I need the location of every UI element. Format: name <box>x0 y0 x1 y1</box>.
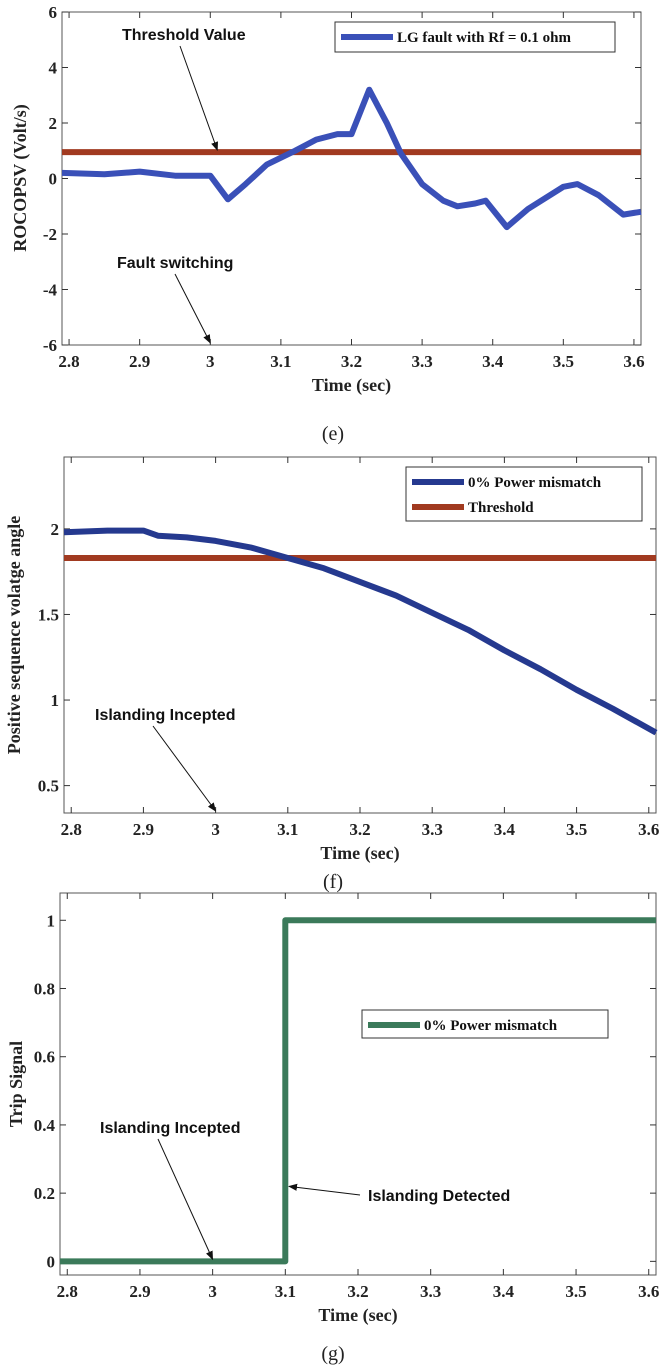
y-tick-label: 0 <box>49 170 58 189</box>
x-axis-label: Time (sec) <box>320 843 399 864</box>
x-tick-label: 3 <box>211 820 220 839</box>
x-tick-label: 3.1 <box>275 1282 296 1301</box>
chart-e: 2.8 2.9 3 3.1 3.2 3.3 3.4 3.5 3.6 -6 -4 -2 0 2 4 6 Time … <box>10 3 645 445</box>
plot-area <box>61 11 642 346</box>
y-tick-label: 0.2 <box>34 1184 55 1203</box>
annotation-text: Fault switching <box>117 255 233 272</box>
y-axis-label: Positive sequence volatge angle <box>4 516 24 754</box>
x-tick-label: 3.1 <box>270 352 291 371</box>
x-tick-label: 2.8 <box>57 1282 78 1301</box>
x-tick-label: 3.6 <box>638 820 659 839</box>
y-tick-label: 0.5 <box>38 777 59 796</box>
legend-label: LG fault with Rf = 0.1 ohm <box>397 30 571 46</box>
legend: 0% Power mismatch <box>361 1009 609 1039</box>
series-line-lg-fault-with-rf-0-1-ohm <box>61 86 642 231</box>
series-line-0-power-mismatch <box>63 527 658 736</box>
y-tick-label: 0.4 <box>34 1116 56 1135</box>
subplot-caption: (e) <box>322 423 344 445</box>
x-axis-label: Time (sec) <box>312 375 391 396</box>
x-tick-label: 3.4 <box>482 352 504 371</box>
x-tick-label: 3.2 <box>347 1282 368 1301</box>
x-tick-label: 3.5 <box>565 1282 586 1301</box>
y-tick-label: 1 <box>51 691 60 710</box>
x-tick-label: 3.5 <box>553 352 574 371</box>
x-tick-label: 3.5 <box>566 820 587 839</box>
plot-area <box>59 892 657 1276</box>
annotation-arrow <box>152 725 217 812</box>
x-tick-label: 3.2 <box>341 352 362 371</box>
annotation-arrow <box>174 273 211 344</box>
x-tick-label: 3.3 <box>411 352 432 371</box>
x-tick-label: 3 <box>208 1282 217 1301</box>
x-tick-label: 2.8 <box>58 352 79 371</box>
y-tick-label: 2 <box>49 114 58 133</box>
y-axis-label: ROCOPSV (Volt/s) <box>10 104 31 252</box>
annotation-text: Islanding Detected <box>368 1188 510 1205</box>
legend-label: Threshold <box>468 500 534 516</box>
x-tick-label: 3 <box>206 352 215 371</box>
x-tick-label: 3.3 <box>422 820 443 839</box>
y-tick-label: -2 <box>43 225 57 244</box>
y-tick-label: 1.5 <box>38 605 59 624</box>
y-axis-label: Trip Signal <box>6 1041 26 1127</box>
legend-label: 0% Power mismatch <box>468 475 602 491</box>
annotation-text: Threshold Value <box>122 27 246 44</box>
y-tick-label: 0 <box>47 1252 56 1271</box>
y-tick-label: 2 <box>51 520 60 539</box>
x-tick-label: 2.9 <box>129 352 150 371</box>
annotation-arrow <box>179 45 218 151</box>
x-tick-label: 3.6 <box>638 1282 659 1301</box>
annotation-text: Islanding Incepted <box>100 1120 240 1137</box>
x-tick-label: 3.1 <box>277 820 298 839</box>
annotation-text: Islanding Incepted <box>95 707 235 724</box>
subplot-caption: (g) <box>321 1343 344 1365</box>
x-tick-label: 3.3 <box>420 1282 441 1301</box>
annotation-arrow <box>288 1183 361 1196</box>
legend: LG fault with Rf = 0.1 ohm <box>334 21 616 53</box>
legend-label: 0% Power mismatch <box>424 1018 558 1034</box>
x-tick-label: 3.4 <box>493 1282 515 1301</box>
x-tick-label: 3.6 <box>623 352 644 371</box>
series-line-0-power-mismatch <box>60 917 656 1265</box>
x-tick-label: 3.4 <box>494 820 516 839</box>
y-tick-label: 6 <box>49 3 58 22</box>
x-tick-label: 2.8 <box>61 820 82 839</box>
legend-box <box>405 466 643 522</box>
y-tick-label: 1 <box>47 911 56 930</box>
y-tick-label: -4 <box>43 281 58 300</box>
legend: 0% Power mismatch Threshold <box>405 466 643 522</box>
subplot-caption: (f) <box>323 871 343 893</box>
chart-f: 2.8 2.9 3 3.1 3.2 3.3 3.4 3.5 3.6 0.5 1 1.5 2 Time (s… <box>4 456 659 893</box>
x-tick-label: 3.2 <box>349 820 370 839</box>
x-tick-label: 2.9 <box>129 1282 150 1301</box>
x-axis-label: Time (sec) <box>318 1305 397 1326</box>
y-tick-label: 0.8 <box>34 980 55 999</box>
annotation-arrow <box>157 1138 214 1261</box>
y-tick-label: -6 <box>43 336 57 355</box>
chart-g: 2.8 2.9 3 3.1 3.2 3.3 3.4 3.5 3.6 0 0.2 0.4 0.6 0.8 1 T… <box>6 892 659 1365</box>
x-tick-label: 2.9 <box>133 820 154 839</box>
y-tick-label: 0.6 <box>34 1048 55 1067</box>
y-tick-label: 4 <box>49 59 58 78</box>
